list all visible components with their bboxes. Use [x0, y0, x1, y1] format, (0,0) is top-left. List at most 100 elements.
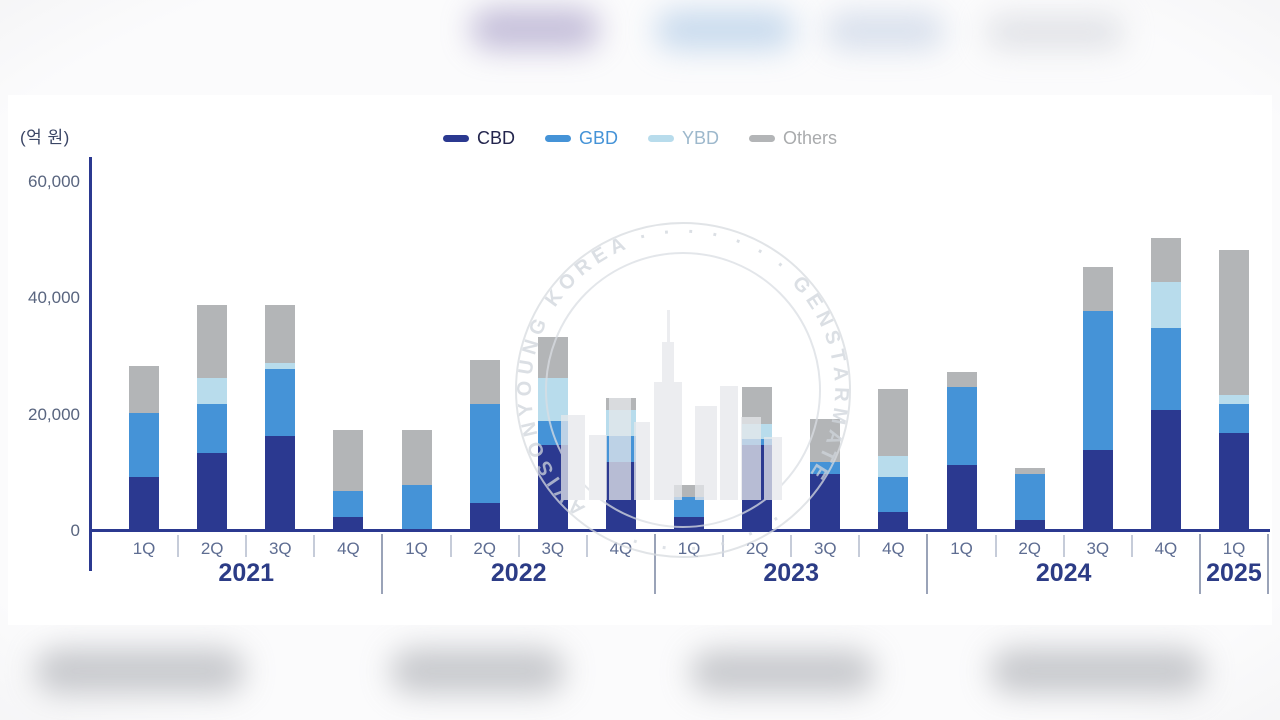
bar-slot: [655, 180, 723, 529]
bar-slot: [996, 180, 1064, 529]
y-tick-label: 0: [70, 521, 80, 540]
quarter-label: 1Q: [950, 539, 973, 558]
bar-2022-3Q: [537, 337, 568, 529]
bar-2025-1Q: [1219, 249, 1250, 529]
bar-segment-cbd: [1219, 433, 1250, 529]
bar-segment-gbd: [1219, 403, 1250, 434]
bar-segment-ybd: [1150, 281, 1181, 329]
legend-item: Others: [749, 128, 837, 149]
x-axis-line: [89, 529, 1270, 532]
bar-segment-others: [1082, 267, 1113, 311]
bar-slot: [587, 180, 655, 529]
y-axis-unit-label: (억 원): [20, 128, 70, 147]
quarter-label: 1Q: [405, 539, 428, 558]
bar-slot: [1200, 180, 1268, 529]
quarter-label: 4Q: [882, 539, 905, 558]
bar-2021-1Q: [129, 366, 160, 529]
bar-segment-others: [878, 389, 909, 457]
legend-label: Others: [783, 128, 838, 148]
legend-label: GBD: [578, 128, 618, 148]
bar-segment-gbd: [129, 412, 160, 477]
quarter-separator: [858, 535, 861, 557]
background-blur-blob: [985, 14, 1125, 50]
bar-2024-4Q: [1150, 238, 1181, 529]
background-blur-blob: [990, 648, 1205, 694]
chart-card: (억 원) CBD GBD YBD Others 1Q 2Q 3Q 4Q 1Q 2Q 3Q 4Q 1Q…: [8, 95, 1272, 625]
year-label-2023: 2023: [763, 559, 819, 587]
bar-2023-3Q: [810, 418, 841, 529]
quarter-label: 4Q: [609, 539, 633, 558]
bar-slot: [859, 180, 927, 529]
bar-slot: [519, 180, 587, 529]
quarter-label: 4Q: [1154, 539, 1178, 558]
background-blur-blob: [825, 12, 945, 50]
bar-segment-ybd: [742, 424, 773, 439]
bar-segment-gbd: [1150, 328, 1181, 410]
bar-segment-others: [742, 386, 773, 425]
bar-segment-others: [1014, 467, 1045, 474]
quarter-separator: [994, 535, 997, 557]
bar-segment-ybd: [197, 377, 228, 404]
quarter-separator: [177, 535, 180, 557]
legend-swatch: [442, 135, 469, 142]
bar-slot: [178, 180, 246, 529]
bar-segment-cbd: [537, 444, 568, 529]
bar-segment-ybd: [537, 377, 568, 422]
bar-slot: [383, 180, 451, 529]
bar-segment-cbd: [810, 473, 841, 529]
bar-slot: [723, 180, 791, 529]
bar-slot: [1064, 180, 1132, 529]
bar-segment-others: [333, 430, 364, 492]
bar-segment-others: [810, 418, 841, 463]
bar-slot: [451, 180, 519, 529]
legend-label: CBD: [476, 128, 515, 148]
bar-2024-2Q: [1014, 467, 1045, 529]
background-blur-blob: [655, 10, 795, 50]
bar-segment-cbd: [605, 462, 636, 529]
legend-item: YBD: [647, 128, 719, 149]
bar-segment-cbd: [469, 502, 500, 529]
legend-swatch: [544, 135, 571, 142]
bar-segment-cbd: [1082, 450, 1113, 529]
bars-area: [92, 180, 1268, 529]
quarter-label: 3Q: [1086, 539, 1110, 558]
bar-2023-1Q: [674, 485, 705, 529]
chart-legend: CBD GBD YBD Others: [8, 128, 1272, 149]
bar-2021-4Q: [333, 430, 364, 529]
bar-segment-cbd: [742, 444, 773, 529]
y-tick-label: 20,000: [28, 405, 80, 424]
quarter-label: 2Q: [1018, 539, 1042, 558]
year-divider: [653, 534, 656, 594]
bar-segment-gbd: [469, 403, 500, 503]
bar-segment-gbd: [1082, 310, 1113, 451]
bar-segment-cbd: [878, 511, 909, 529]
quarter-label: 1Q: [677, 539, 701, 558]
quarter-separator: [1130, 535, 1133, 557]
year-divider: [381, 534, 384, 594]
quarter-label: 3Q: [268, 539, 292, 558]
quarter-label: 2Q: [200, 539, 224, 558]
legend-item: GBD: [544, 128, 618, 149]
bar-segment-cbd: [946, 465, 977, 529]
quarter-label: 4Q: [337, 539, 360, 558]
bar-segment-others: [605, 398, 636, 410]
y-tick-label: 40,000: [28, 288, 80, 307]
bar-segment-others: [401, 430, 432, 486]
bar-slot: [314, 180, 382, 529]
y-tick-label: 60,000: [28, 172, 80, 191]
year-label-2024: 2024: [1035, 559, 1092, 587]
bar-segment-cbd: [129, 476, 160, 529]
bar-segment-gbd: [537, 421, 568, 445]
bar-segment-ybd: [265, 363, 296, 370]
bar-slot: [110, 180, 178, 529]
bar-segment-others: [537, 337, 568, 378]
year-label-2021: 2021: [218, 559, 275, 587]
bar-segment-ybd: [1219, 395, 1250, 404]
bar-2024-3Q: [1082, 267, 1113, 529]
bar-2023-2Q: [742, 386, 773, 529]
quarter-separator: [245, 535, 248, 557]
bar-segment-gbd: [878, 476, 909, 512]
bar-2022-2Q: [469, 360, 500, 529]
legend-swatch: [647, 135, 674, 142]
